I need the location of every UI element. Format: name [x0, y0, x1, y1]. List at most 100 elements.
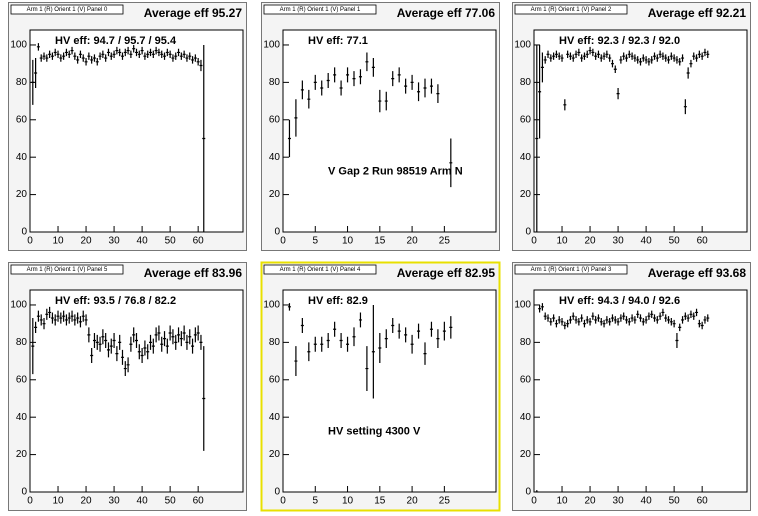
data-point [352, 71, 356, 87]
data-point [365, 346, 369, 391]
x-tick-label: 60 [697, 496, 709, 507]
data-point [371, 58, 375, 77]
y-tick-label: 80 [520, 77, 532, 88]
data-point [566, 319, 570, 328]
data-point [672, 54, 676, 62]
data-point [62, 310, 66, 322]
y-tick-label: 80 [520, 337, 532, 348]
data-point [59, 54, 63, 62]
data-point [294, 99, 298, 137]
data-point [417, 82, 421, 102]
x-tick-label: 25 [439, 496, 451, 507]
hv-eff: HV eff: 82.9 [308, 295, 368, 307]
data-point [199, 59, 203, 72]
data-point [135, 48, 138, 57]
data-point [34, 321, 38, 334]
data-point [346, 336, 350, 352]
data-point [202, 44, 206, 232]
data-point [129, 336, 133, 352]
data-point [73, 314, 77, 326]
data-point [64, 314, 68, 326]
data-point [566, 50, 570, 59]
data-point [81, 310, 85, 322]
data-point [39, 314, 43, 326]
data-point [540, 52, 544, 83]
x-tick-label: 5 [312, 496, 318, 507]
data-point [179, 331, 183, 347]
panel: Arm 1 (R) Orient 1 (V) Panel 1 Average ef… [261, 2, 500, 251]
data-point [641, 54, 645, 62]
data-point [585, 50, 589, 59]
data-point [549, 318, 553, 326]
data-point [70, 310, 74, 322]
x-tick-label: 60 [193, 496, 205, 507]
data-point [675, 56, 679, 64]
data-point [627, 318, 631, 326]
data-point [423, 78, 427, 98]
data-point [436, 329, 440, 348]
data-point [84, 58, 88, 66]
data-point [703, 316, 707, 324]
data-point [165, 48, 169, 57]
data-point [554, 50, 558, 59]
y-tick-label: 80 [269, 337, 281, 348]
data-point [146, 344, 150, 360]
data-point [154, 46, 158, 55]
data-point [546, 50, 550, 59]
x-tick-label: 10 [52, 496, 64, 507]
data-point [667, 316, 671, 324]
y-tick-label: 40 [16, 152, 28, 163]
data-point [650, 310, 654, 319]
data-point [358, 312, 362, 328]
annotation: V Gap 2 Run 98519 Arm N [328, 165, 463, 177]
data-point [574, 50, 578, 59]
data-point [605, 316, 609, 324]
data-point [45, 54, 49, 62]
data-point [410, 74, 414, 90]
hv-eff: HV eff: 77.1 [308, 35, 368, 47]
x-tick-label: 25 [439, 236, 451, 247]
data-point [87, 327, 91, 343]
y-tick-label: 0 [21, 487, 27, 498]
data-point [644, 316, 648, 324]
y-tick-label: 20 [269, 189, 281, 200]
y-tick-label: 80 [16, 337, 28, 348]
data-point [613, 65, 617, 74]
title-box [10, 264, 124, 275]
x-tick-label: 40 [137, 496, 149, 507]
data-point [104, 333, 108, 348]
data-point [333, 67, 337, 83]
data-point [333, 321, 337, 337]
data-point [449, 316, 453, 339]
data-point [588, 318, 592, 326]
data-point [678, 323, 682, 332]
data-point [596, 50, 600, 59]
data-point [135, 333, 138, 348]
data-point [126, 46, 130, 55]
data-point [149, 334, 153, 350]
data-point [384, 329, 388, 348]
data-point [543, 56, 547, 64]
data-point [563, 321, 567, 330]
y-tick-label: 100 [10, 40, 27, 51]
data-point [449, 138, 453, 188]
data-point [193, 327, 197, 343]
data-point [639, 58, 642, 66]
data-point [639, 314, 642, 322]
data-point [179, 52, 183, 60]
data-point [101, 329, 105, 345]
data-point [378, 333, 382, 363]
y-tick-label: 100 [263, 40, 280, 51]
data-point [307, 342, 311, 362]
data-point [196, 325, 200, 341]
data-point [185, 334, 189, 350]
data-point [610, 314, 614, 322]
data-point [596, 314, 600, 322]
data-point [151, 338, 155, 354]
data-point [115, 346, 119, 362]
data-point [95, 58, 99, 66]
data-point [160, 336, 164, 352]
data-point [188, 329, 192, 345]
data-point [653, 52, 657, 60]
data-point [165, 338, 169, 354]
